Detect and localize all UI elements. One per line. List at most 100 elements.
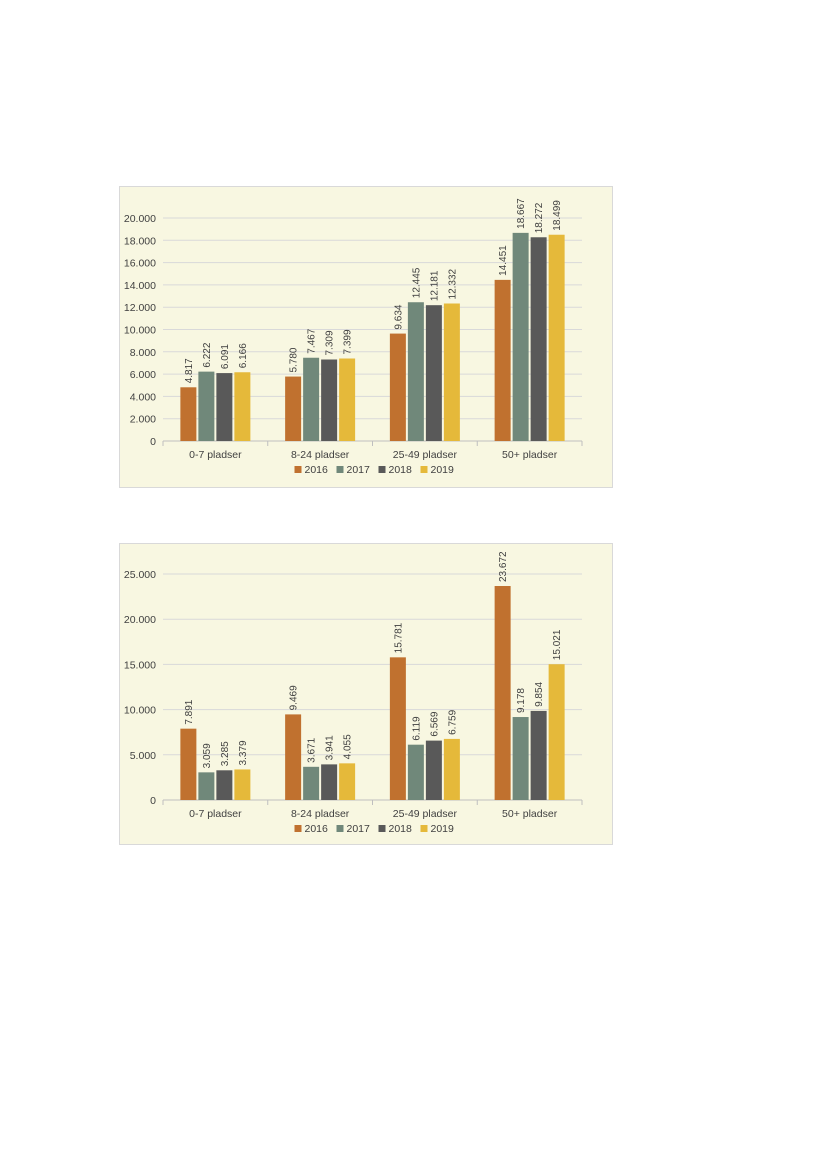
y-tick-label: 0 <box>150 795 156 807</box>
bar-2016-50-pladser <box>494 586 511 800</box>
y-tick-label: 16.000 <box>124 258 156 270</box>
y-tick-label: 20.000 <box>124 213 156 225</box>
data-label: 3.059 <box>202 743 213 768</box>
legend-label-2017: 2017 <box>347 464 371 476</box>
y-tick-label: 10.000 <box>124 705 156 717</box>
legend-swatch-2016 <box>294 466 302 473</box>
y-tick-label: 2.000 <box>130 414 156 426</box>
data-label: 7.891 <box>184 699 195 724</box>
bar-2019-25-49-pladser <box>443 303 460 441</box>
chart-1-svg: 0 2.000 4.000 6.000 8.000 10.000 12.000 14.000 1… <box>124 198 583 476</box>
data-label: 6.759 <box>447 709 458 734</box>
bar-2017-0-7-pladser <box>198 371 215 441</box>
y-tick-label: 25.000 <box>124 569 156 581</box>
bar-2017-50-pladser <box>512 232 529 441</box>
bar-2019-8-24-pladser <box>339 763 356 800</box>
bar-2019-8-24-pladser <box>339 358 356 441</box>
chart-2: 0 5.000 10.000 15.000 20.000 25.000 7.891 3.059… <box>119 543 613 845</box>
data-label: 14.451 <box>498 245 509 276</box>
bar-2018-25-49-pladser <box>425 740 442 800</box>
legend-label-2016: 2016 <box>305 464 329 476</box>
bar-2019-50-pladser <box>548 234 565 441</box>
data-label: 7.309 <box>325 330 336 355</box>
legend-swatch-2017 <box>336 466 344 473</box>
y-tick-label: 12.000 <box>124 302 156 314</box>
data-label: 9.854 <box>534 681 545 706</box>
x-tick-label: 25-49 pladser <box>393 808 458 820</box>
legend-label-2019: 2019 <box>431 464 455 476</box>
data-label: 15.781 <box>393 622 404 653</box>
legend-label-2017: 2017 <box>347 823 371 835</box>
bar-2019-0-7-pladser <box>234 769 251 800</box>
data-label: 12.181 <box>429 270 440 301</box>
data-label: 15.021 <box>552 629 563 660</box>
bar-2016-0-7-pladser <box>180 387 197 441</box>
bar-2017-50-pladser <box>512 717 529 800</box>
legend-swatch-2018 <box>378 825 386 832</box>
data-label: 12.332 <box>447 268 458 299</box>
bar-2018-0-7-pladser <box>216 770 233 800</box>
y-tick-label: 15.000 <box>124 659 156 671</box>
data-label: 6.569 <box>429 711 440 736</box>
bar-2016-0-7-pladser <box>180 728 197 800</box>
legend-label-2016: 2016 <box>305 823 329 835</box>
legend-label-2018: 2018 <box>389 464 413 476</box>
data-label: 7.467 <box>307 328 318 353</box>
chart-2-svg: 0 5.000 10.000 15.000 20.000 25.000 7.891 3.059… <box>124 551 583 835</box>
data-label: 23.672 <box>498 551 509 582</box>
legend-label-2019: 2019 <box>431 823 455 835</box>
y-tick-label: 0 <box>150 436 156 448</box>
legend-swatch-2016 <box>294 825 302 832</box>
x-tick-label: 25-49 pladser <box>393 449 458 461</box>
legend-swatch-2019 <box>420 825 428 832</box>
y-tick-label: 18.000 <box>124 235 156 247</box>
bar-2017-8-24-pladser <box>303 766 320 800</box>
x-tick-label: 50+ pladser <box>502 808 558 820</box>
legend-swatch-2018 <box>378 466 386 473</box>
bar-2017-25-49-pladser <box>407 302 424 441</box>
data-label: 18.667 <box>516 198 527 229</box>
bar-2019-0-7-pladser <box>234 372 251 441</box>
y-tick-label: 8.000 <box>130 347 156 359</box>
bar-2017-8-24-pladser <box>303 357 320 441</box>
data-label: 5.780 <box>289 347 300 372</box>
x-tick-label: 50+ pladser <box>502 449 558 461</box>
x-tick-label: 0-7 pladser <box>189 808 242 820</box>
bar-2019-25-49-pladser <box>443 738 460 800</box>
bar-2018-50-pladser <box>530 710 547 800</box>
y-tick-label: 4.000 <box>130 391 156 403</box>
y-tick-label: 20.000 <box>124 614 156 626</box>
data-label: 6.091 <box>220 344 231 369</box>
data-label: 3.285 <box>220 741 231 766</box>
bar-2018-8-24-pladser <box>321 359 338 441</box>
data-label: 9.634 <box>393 304 404 329</box>
data-label: 4.055 <box>343 734 354 759</box>
bar-2017-0-7-pladser <box>198 772 215 800</box>
y-tick-label: 10.000 <box>124 325 156 337</box>
bar-2016-25-49-pladser <box>389 657 406 800</box>
chart-1: 0 2.000 4.000 6.000 8.000 10.000 12.000 14.000 1… <box>119 186 613 488</box>
x-tick-label: 8-24 pladser <box>291 449 350 461</box>
bar-2016-8-24-pladser <box>285 376 302 441</box>
y-tick-label: 5.000 <box>130 750 156 762</box>
y-tick-label: 14.000 <box>124 280 156 292</box>
data-label: 9.178 <box>516 688 527 713</box>
bar-2018-50-pladser <box>530 237 547 441</box>
bar-2019-50-pladser <box>548 664 565 800</box>
bar-2016-8-24-pladser <box>285 714 302 800</box>
data-label: 3.671 <box>307 737 318 762</box>
data-label: 6.222 <box>202 342 213 367</box>
data-label: 12.445 <box>411 267 422 298</box>
data-label: 9.469 <box>289 685 300 710</box>
data-label: 18.272 <box>534 202 545 233</box>
bar-2018-0-7-pladser <box>216 373 233 441</box>
data-label: 7.399 <box>343 329 354 354</box>
x-tick-label: 8-24 pladser <box>291 808 350 820</box>
bar-2017-25-49-pladser <box>407 744 424 800</box>
x-tick-label: 0-7 pladser <box>189 449 242 461</box>
legend-swatch-2019 <box>420 466 428 473</box>
y-tick-label: 6.000 <box>130 369 156 381</box>
data-label: 3.941 <box>325 735 336 760</box>
legend-label-2018: 2018 <box>389 823 413 835</box>
data-label: 4.817 <box>184 358 195 383</box>
